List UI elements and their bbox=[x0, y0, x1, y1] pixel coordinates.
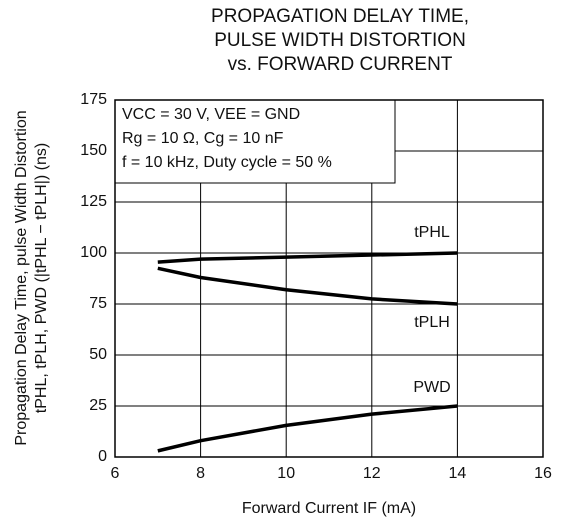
x-tick-label: 12 bbox=[363, 465, 381, 482]
y-tick-label: 100 bbox=[80, 244, 107, 261]
series-label: tPHL bbox=[414, 224, 450, 241]
y-tick-label: 0 bbox=[98, 448, 107, 465]
y-tick-label: 75 bbox=[89, 295, 107, 312]
x-tick-label: 16 bbox=[534, 465, 552, 482]
series-line bbox=[157, 266, 458, 306]
annotation: Rg = 10 Ω, Cg = 10 nF bbox=[122, 130, 284, 147]
x-tick-label: 10 bbox=[277, 465, 295, 482]
y-tick-label: 50 bbox=[89, 346, 107, 363]
chart-title: PROPAGATION DELAY TIME, bbox=[211, 6, 469, 27]
series-label: PWD bbox=[413, 379, 450, 396]
x-tick-label: 14 bbox=[449, 465, 467, 482]
annotation: f = 10 kHz, Duty cycle = 50 % bbox=[122, 154, 332, 171]
plot-frame bbox=[114, 99, 544, 458]
x-tick-label: 8 bbox=[196, 465, 205, 482]
y-axis-label: tPHL, tPLH, PWD (|tPHL − tPLH|) (ns) bbox=[33, 143, 50, 413]
y-tick-label: 25 bbox=[89, 397, 107, 414]
annotation-box bbox=[114, 99, 396, 184]
x-axis-label: Forward Current IF (mA) bbox=[242, 500, 416, 517]
chart-title: vs. FORWARD CURRENT bbox=[228, 54, 453, 75]
x-tick-label: 6 bbox=[111, 465, 120, 482]
series-line bbox=[157, 404, 458, 453]
series-label: tPLH bbox=[414, 314, 450, 331]
series-line bbox=[157, 251, 458, 264]
y-axis-label: Propagation Delay Time, pulse Width Dist… bbox=[13, 110, 30, 445]
annotation: VCC = 30 V, VEE = GND bbox=[122, 106, 300, 123]
chart-title: PULSE WIDTH DISTORTION bbox=[214, 30, 466, 51]
y-tick-label: 125 bbox=[80, 193, 107, 210]
y-tick-label: 150 bbox=[80, 142, 107, 159]
y-tick-label: 175 bbox=[80, 91, 107, 108]
